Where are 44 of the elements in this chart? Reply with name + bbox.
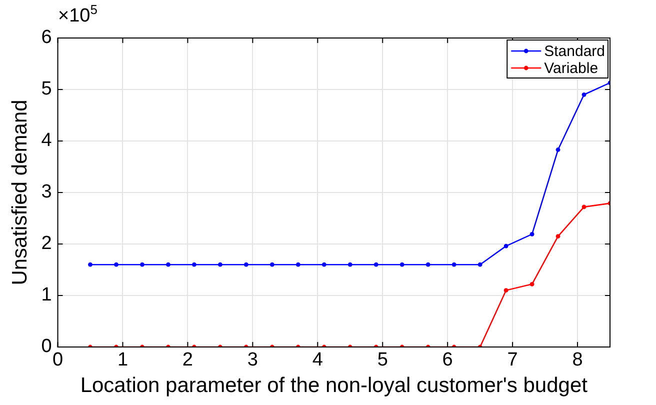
point [556, 148, 560, 152]
y-tick-label: 2 [41, 233, 52, 254]
point [556, 234, 560, 238]
point [530, 232, 534, 236]
text: ×10$^{5}$ [58, 2, 98, 28]
x-tick-label: 6 [442, 350, 453, 371]
point [582, 204, 586, 210]
point [140, 262, 144, 267]
point [530, 282, 534, 286]
y-tick-label: 1 [41, 284, 52, 306]
x-tick-label: 3 [247, 350, 258, 371]
point [400, 262, 404, 267]
point [322, 262, 326, 267]
x-tick-label: 5 [377, 350, 388, 371]
point [166, 262, 170, 267]
point [218, 262, 222, 267]
y-tick-label: 5 [41, 78, 52, 100]
y-axis-title: Unsatisfied demand [8, 100, 32, 286]
x-axis-title: Location parameter of the non-loyal customer's budget [80, 374, 588, 398]
point [88, 262, 92, 267]
point [452, 262, 456, 267]
point [244, 262, 248, 267]
legend-label: Variable [544, 60, 598, 78]
point [348, 262, 352, 267]
point [270, 262, 274, 267]
point [374, 262, 378, 267]
y-tick-label: 4 [41, 130, 52, 152]
x-tick-label: 8 [572, 350, 583, 371]
point [504, 288, 508, 293]
x-tick-label: 4 [312, 350, 324, 371]
y-tick-label: 0 [41, 336, 52, 358]
point [478, 262, 482, 267]
point [504, 244, 508, 248]
x-tick-label: 2 [182, 350, 193, 371]
point [192, 262, 196, 267]
point [582, 92, 586, 97]
point [296, 262, 300, 267]
x-tick-label: 1 [117, 350, 128, 371]
y-tick-label: 3 [41, 182, 52, 203]
legend-label: Standard [544, 43, 606, 60]
point [426, 262, 430, 267]
y-tick-label: 6 [41, 27, 52, 48]
x-tick-label: 7 [507, 350, 518, 371]
point [114, 262, 118, 267]
